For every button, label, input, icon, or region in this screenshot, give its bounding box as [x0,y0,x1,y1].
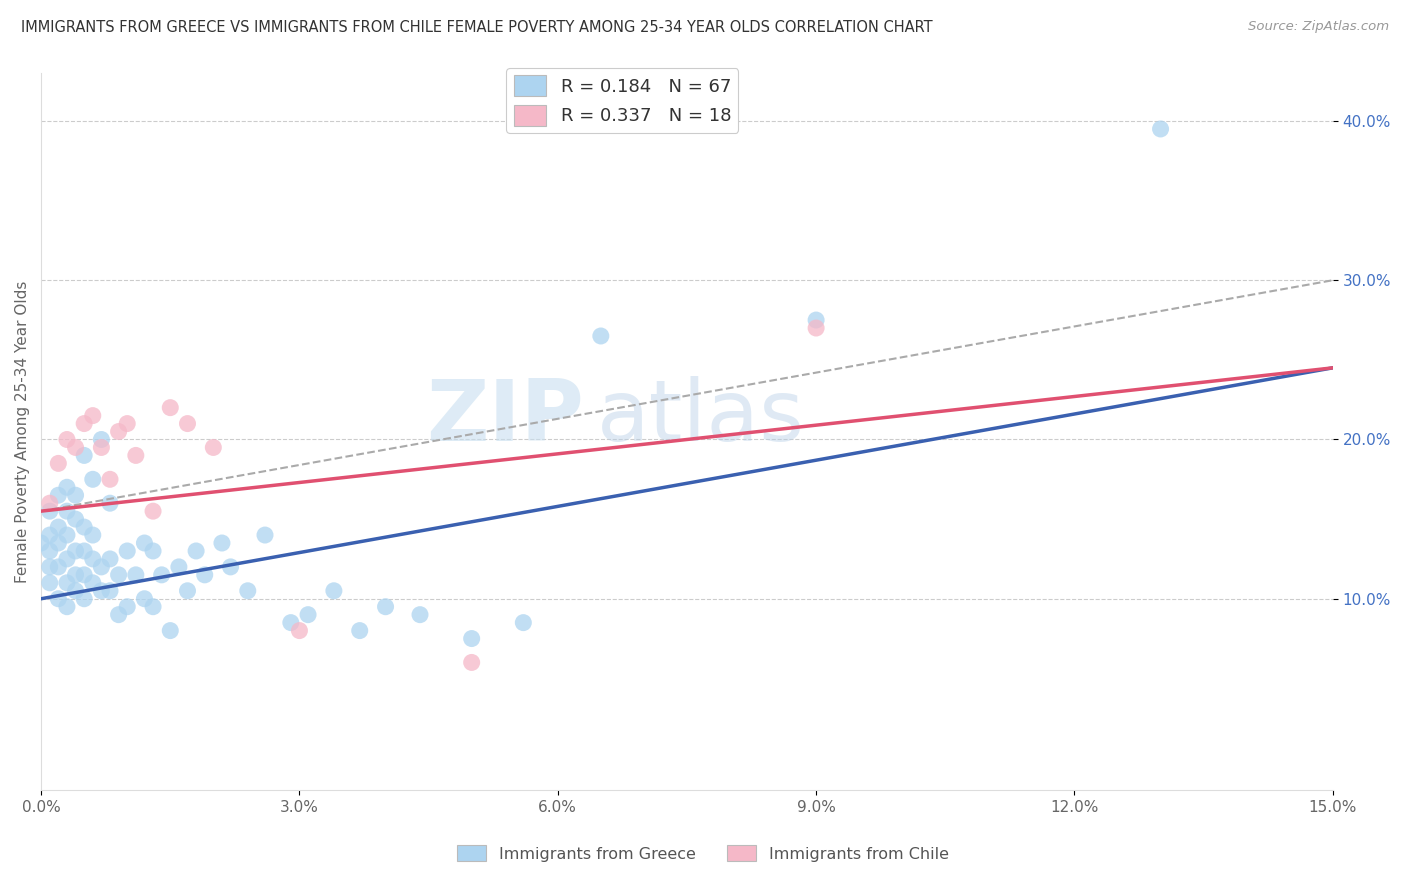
Point [219,560,242,574]
Point [125,449,148,463]
Point [46,488,69,502]
Point [30,536,52,550]
Point [409,607,432,622]
Point [288,624,311,638]
Point [211,536,233,550]
Point [159,401,181,415]
Point [46,560,69,574]
Point [90,560,112,574]
Point [98,472,121,486]
Point [159,624,181,638]
Point [142,504,165,518]
Point [194,567,217,582]
Point [73,449,96,463]
Point [142,599,165,614]
Legend: Immigrants from Greece, Immigrants from Chile: Immigrants from Greece, Immigrants from … [451,838,955,868]
Point [73,417,96,431]
Point [253,528,276,542]
Point [280,615,302,630]
Point [202,441,225,455]
Point [98,583,121,598]
Point [460,632,482,646]
Point [82,552,104,566]
Point [73,591,96,606]
Point [82,528,104,542]
Point [142,544,165,558]
Text: IMMIGRANTS FROM GREECE VS IMMIGRANTS FROM CHILE FEMALE POVERTY AMONG 25-34 YEAR : IMMIGRANTS FROM GREECE VS IMMIGRANTS FRO… [21,20,932,35]
Point [1149,122,1171,136]
Point [56,528,79,542]
Point [73,567,96,582]
Point [56,504,79,518]
Point [73,544,96,558]
Text: Source: ZipAtlas.com: Source: ZipAtlas.com [1249,20,1389,33]
Point [374,599,396,614]
Legend: R = 0.184   N = 67, R = 0.337   N = 18: R = 0.184 N = 67, R = 0.337 N = 18 [506,68,738,133]
Point [82,472,104,486]
Point [38,544,60,558]
Point [90,441,112,455]
Point [115,544,138,558]
Point [38,528,60,542]
Point [134,536,156,550]
Point [297,607,319,622]
Point [38,504,60,518]
Point [107,425,129,439]
Point [82,575,104,590]
Point [460,656,482,670]
Point [115,599,138,614]
Point [38,496,60,510]
Point [107,607,129,622]
Point [349,624,371,638]
Point [90,433,112,447]
Point [38,560,60,574]
Point [46,591,69,606]
Point [65,512,87,526]
Point [134,591,156,606]
Point [512,615,534,630]
Point [98,552,121,566]
Point [322,583,344,598]
Point [65,441,87,455]
Point [56,599,79,614]
Point [73,520,96,534]
Y-axis label: Female Poverty Among 25-34 Year Olds: Female Poverty Among 25-34 Year Olds [15,280,30,582]
Point [56,575,79,590]
Point [804,321,827,335]
Point [65,567,87,582]
Point [65,544,87,558]
Point [46,536,69,550]
Point [56,433,79,447]
Point [107,567,129,582]
Point [65,583,87,598]
Point [589,329,612,343]
Point [176,417,198,431]
Text: ZIP: ZIP [426,376,583,458]
Point [38,575,60,590]
Point [98,496,121,510]
Point [804,313,827,327]
Point [65,488,87,502]
Point [184,544,207,558]
Point [46,520,69,534]
Point [90,583,112,598]
Point [236,583,259,598]
Text: atlas: atlas [596,376,804,458]
Point [167,560,190,574]
Point [46,456,69,470]
Point [56,480,79,494]
Point [125,567,148,582]
Point [56,552,79,566]
Point [176,583,198,598]
Point [115,417,138,431]
Point [82,409,104,423]
Point [150,567,173,582]
